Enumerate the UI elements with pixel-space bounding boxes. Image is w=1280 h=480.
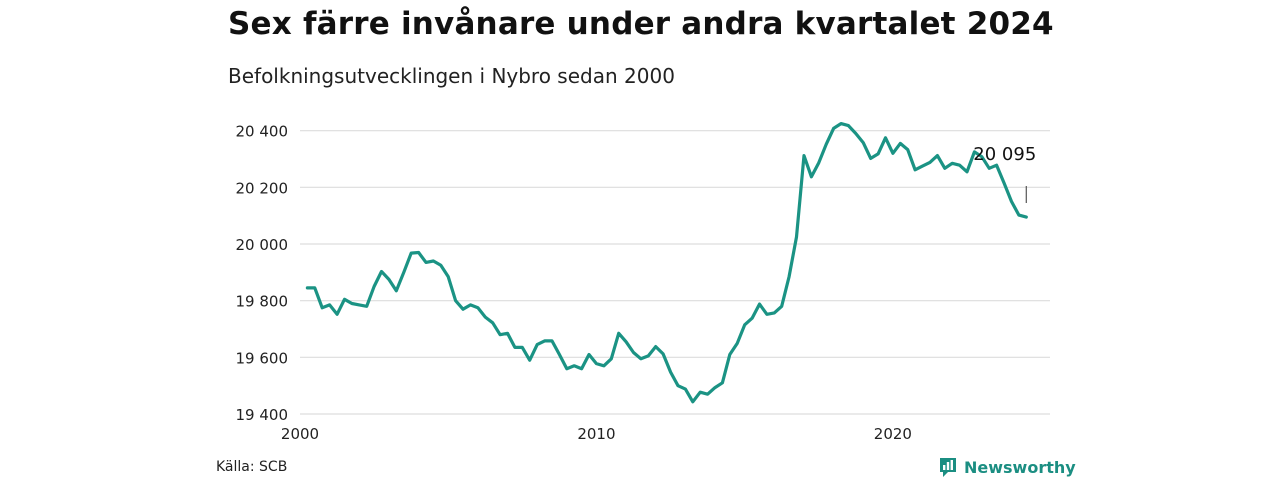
newsworthy-logo-text: Newsworthy xyxy=(964,457,1076,477)
y-tick-label: 20 000 xyxy=(236,236,289,254)
y-tick-label: 20 400 xyxy=(236,123,289,141)
x-tick-label: 2020 xyxy=(874,425,912,443)
source-note: Källa: SCB xyxy=(216,459,288,475)
chart-title: Sex färre invånare under andra kvartalet… xyxy=(228,6,1054,42)
y-tick-label: 19 800 xyxy=(236,293,289,311)
series-line xyxy=(305,122,1028,404)
newsworthy-logo-icon xyxy=(940,458,956,477)
x-tick-label: 2000 xyxy=(281,425,319,443)
y-tick-label: 19 600 xyxy=(236,349,289,367)
x-tick-label: 2010 xyxy=(577,425,615,443)
newsworthy-logo: Newsworthy xyxy=(938,456,1076,478)
chart-subtitle: Befolkningsutvecklingen i Nybro sedan 20… xyxy=(228,64,675,88)
y-tick-label: 19 400 xyxy=(236,406,289,424)
annotation-label: 20 095 xyxy=(973,144,1036,165)
y-tick-label: 20 200 xyxy=(236,179,289,197)
